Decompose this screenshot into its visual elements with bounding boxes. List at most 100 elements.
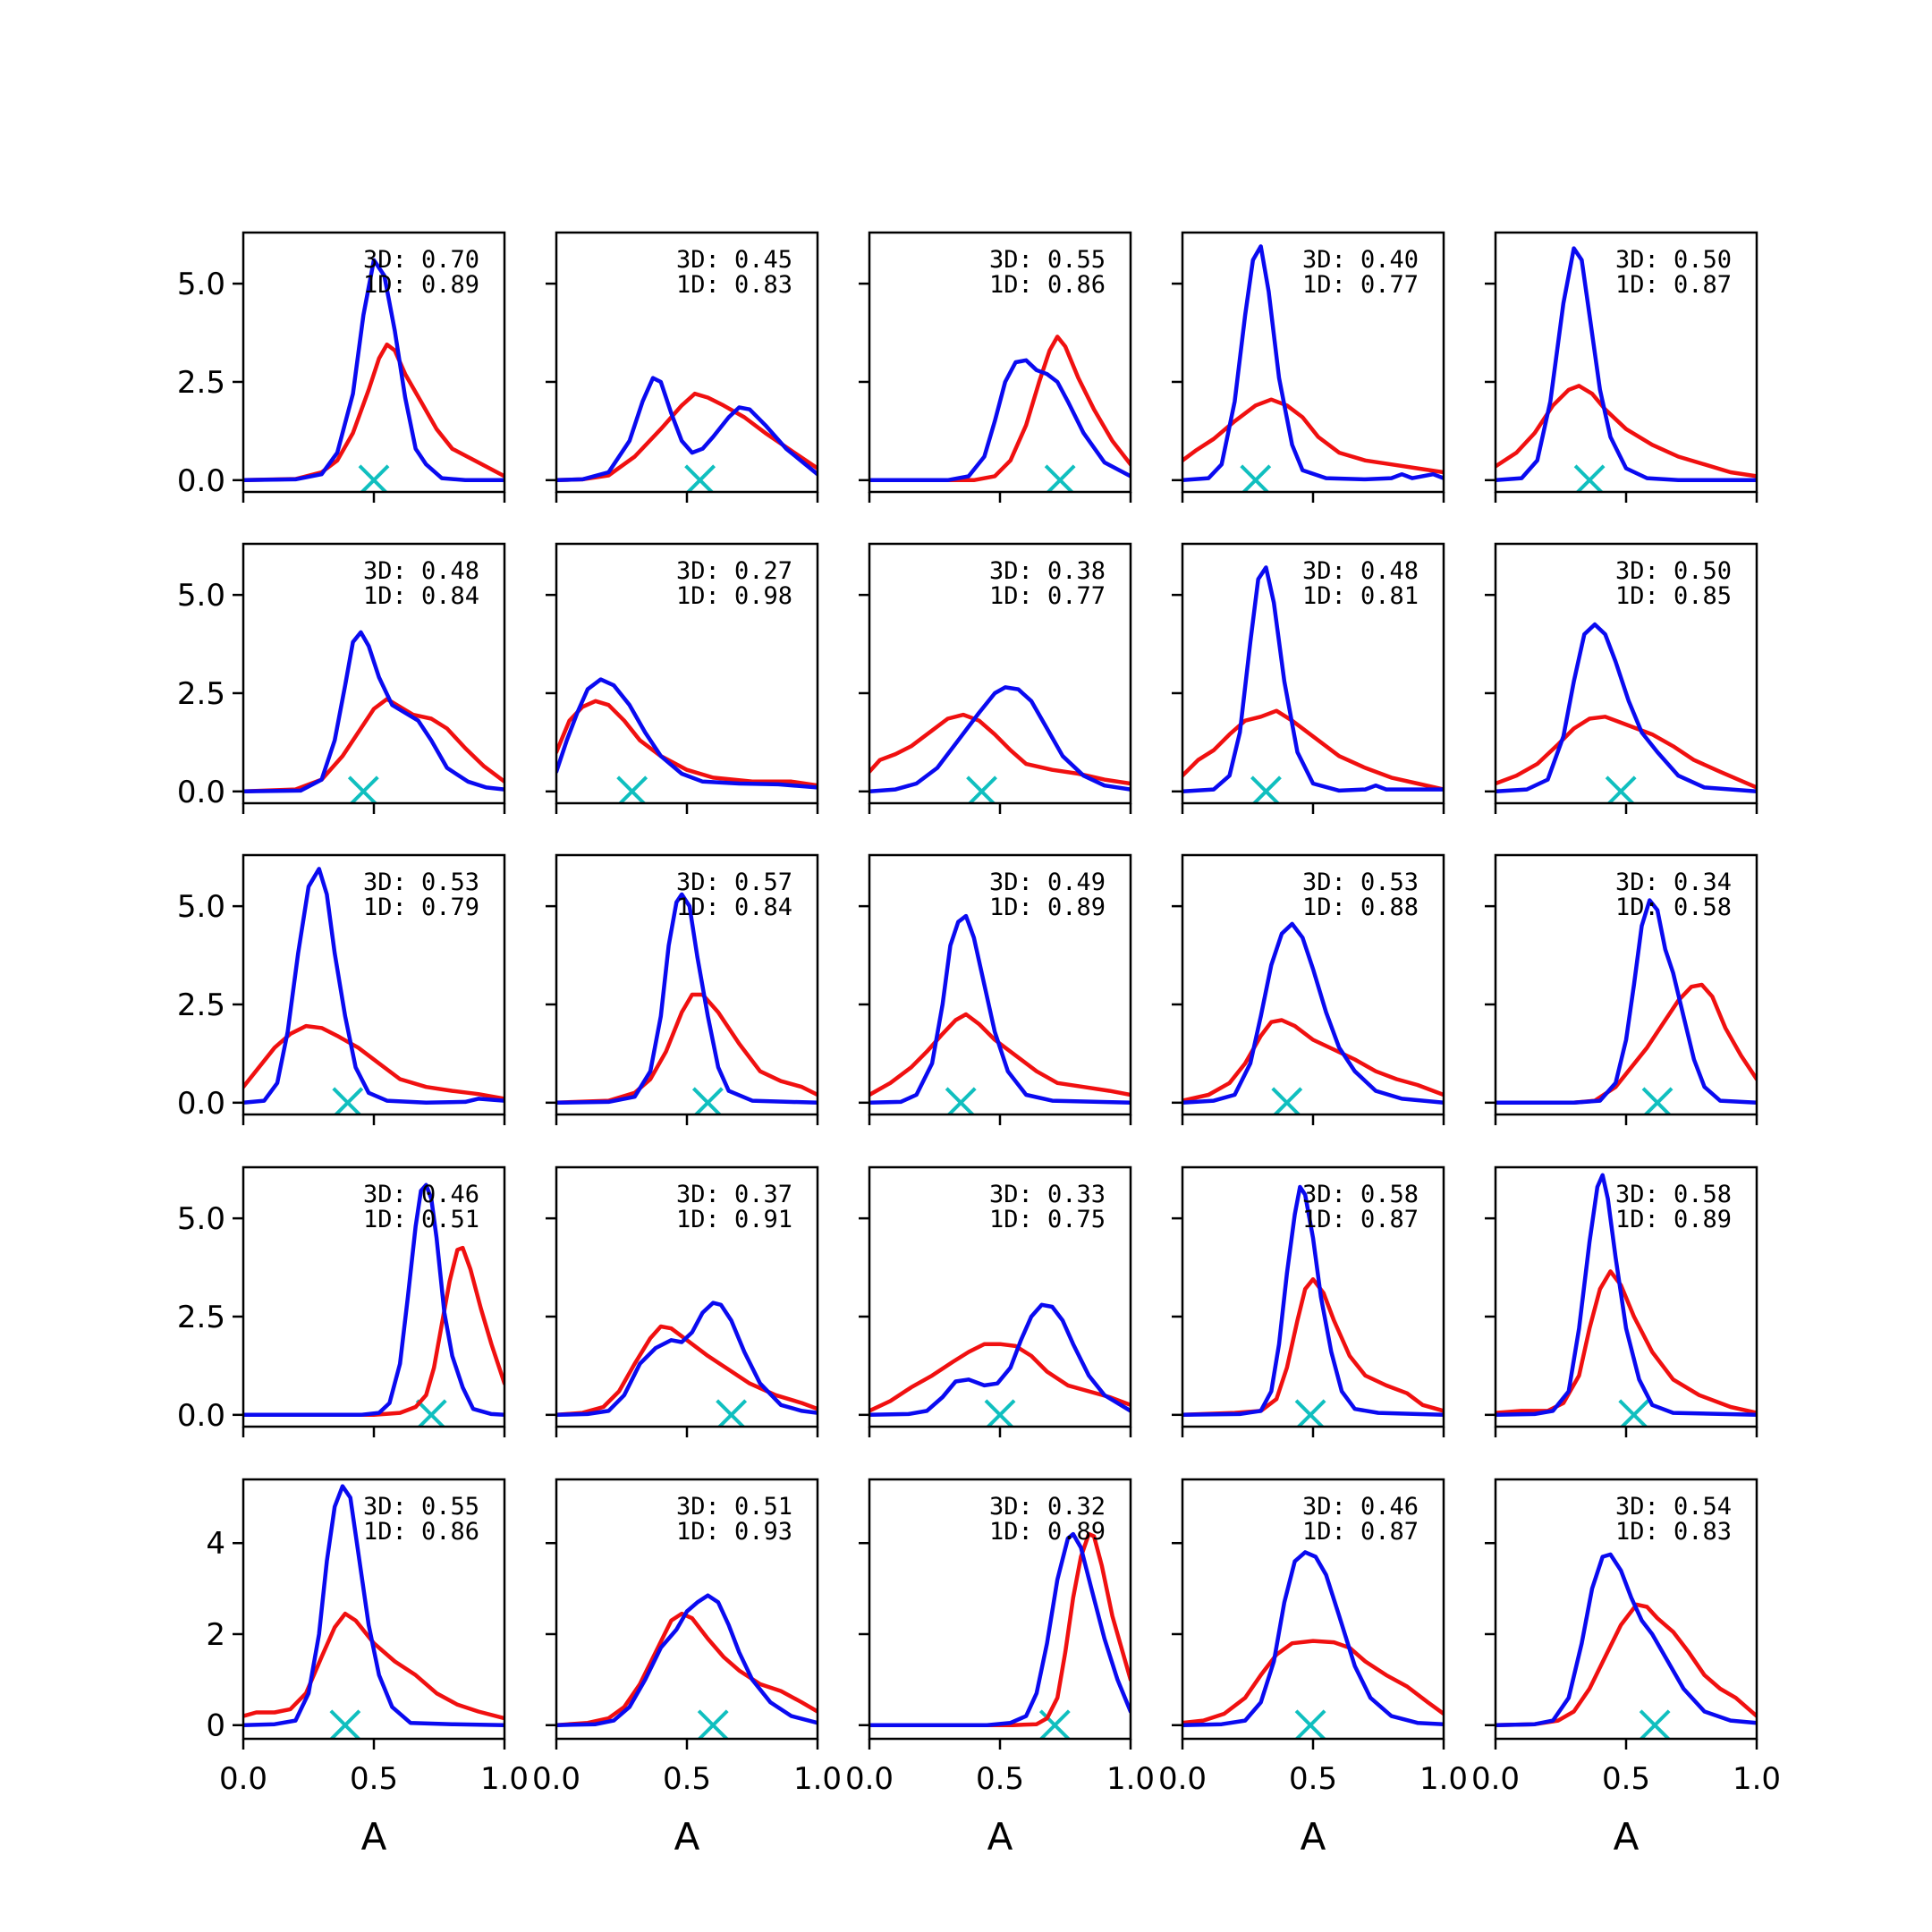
annotation-3d: 3D: 0.32 <box>989 1493 1106 1521</box>
annotation-3d: 3D: 0.48 <box>363 557 479 585</box>
annotation-1d: 1D: 0.84 <box>363 582 479 610</box>
y-tick-label: 5.0 <box>177 889 225 925</box>
annotation-3d: 3D: 0.55 <box>989 246 1106 274</box>
series-1d-line <box>1182 1276 1444 1418</box>
series-3d-line <box>869 1531 1131 1727</box>
annotation-3d: 3D: 0.45 <box>676 246 792 274</box>
annotation-3d: 3D: 0.57 <box>676 869 792 896</box>
true-value-marker <box>1605 775 1637 803</box>
plot-area <box>869 685 1131 803</box>
annotation-1d: 1D: 0.89 <box>363 271 479 299</box>
annotation-1d: 1D: 0.91 <box>676 1206 792 1233</box>
plot-area <box>243 630 504 803</box>
true-value-marker <box>347 775 379 803</box>
true-value-marker <box>716 1399 748 1427</box>
series-3d-line <box>556 1301 818 1418</box>
series-3d-line <box>869 1302 1131 1418</box>
x-tick-label: 0.0 <box>532 1761 580 1797</box>
series-3d-line <box>869 358 1131 483</box>
series-1d-line <box>243 1245 504 1418</box>
y-tick-label: 4 <box>206 1526 225 1562</box>
annotation-3d: 3D: 0.51 <box>676 1493 792 1521</box>
marker-stroke <box>1575 464 1606 492</box>
true-value-marker <box>945 1087 977 1114</box>
x-axis-label: A <box>1614 1815 1640 1859</box>
series-3d-line <box>243 867 504 1106</box>
plot-area <box>556 677 818 803</box>
plot-area <box>243 867 504 1114</box>
annotation-1d: 1D: 0.85 <box>1615 582 1732 610</box>
series-1d-line <box>1182 397 1444 475</box>
series-3d-line <box>1496 1173 1757 1418</box>
annotation-1d: 1D: 0.89 <box>989 894 1106 921</box>
true-value-marker <box>697 1709 729 1739</box>
plot-area <box>1496 622 1757 803</box>
marker-stroke <box>1251 775 1282 803</box>
marker-stroke <box>697 1709 729 1739</box>
annotation-3d: 3D: 0.37 <box>676 1181 792 1208</box>
true-value-marker <box>1639 1709 1671 1739</box>
y-tick-label: 0.0 <box>177 463 225 499</box>
marker-stroke <box>1639 1709 1671 1739</box>
annotation-1d: 1D: 0.58 <box>1615 894 1732 921</box>
annotation-1d: 1D: 0.89 <box>989 1518 1106 1546</box>
annotation-3d: 3D: 0.48 <box>1302 557 1419 585</box>
marker-stroke <box>985 1399 1016 1427</box>
x-tick-label: 0.0 <box>1158 1761 1207 1797</box>
series-3d-line <box>1496 1552 1757 1727</box>
marker-stroke <box>1272 1087 1303 1114</box>
plot-area <box>1496 1173 1757 1427</box>
series-1d-line <box>1496 982 1757 1106</box>
marker-stroke <box>1606 775 1637 803</box>
marker-stroke <box>1619 1399 1650 1427</box>
true-value-marker <box>358 464 390 492</box>
annotation-3d: 3D: 0.34 <box>1615 869 1732 896</box>
true-value-marker <box>684 464 716 492</box>
annotation-1d: 1D: 0.93 <box>676 1518 792 1546</box>
series-3d-line <box>1496 246 1757 483</box>
x-tick-label: 1.0 <box>1106 1761 1155 1797</box>
plot-area <box>1496 898 1757 1114</box>
y-tick-label: 0.0 <box>177 775 225 810</box>
annotation-3d: 3D: 0.70 <box>363 246 479 274</box>
x-tick-label: 1.0 <box>793 1761 842 1797</box>
series-1d-line <box>869 712 1131 786</box>
annotation-3d: 3D: 0.50 <box>1615 246 1732 274</box>
plot-area <box>1182 1184 1444 1427</box>
annotation-1d: 1D: 0.86 <box>363 1518 479 1546</box>
y-tick-label: 2.5 <box>177 676 225 712</box>
series-3d-line <box>243 630 504 794</box>
x-tick-label: 0.5 <box>350 1761 398 1797</box>
true-value-marker <box>1294 1399 1326 1427</box>
annotation-3d: 3D: 0.53 <box>1302 869 1419 896</box>
true-value-marker <box>1573 464 1606 492</box>
x-tick-label: 1.0 <box>1733 1761 1781 1797</box>
series-1d-line <box>556 992 818 1106</box>
true-value-marker <box>1240 464 1272 492</box>
series-1d-line <box>1182 1639 1444 1725</box>
series-3d-line <box>556 892 818 1106</box>
series-3d-line <box>556 1593 818 1727</box>
true-value-marker <box>1294 1709 1326 1739</box>
annotation-3d: 3D: 0.46 <box>1302 1493 1419 1521</box>
annotation-1d: 1D: 0.84 <box>676 894 792 921</box>
series-1d-line <box>1496 1602 1757 1727</box>
annotation-3d: 3D: 0.50 <box>1615 557 1732 585</box>
x-tick-label: 0.5 <box>1602 1761 1650 1797</box>
series-1d-line <box>869 1531 1131 1727</box>
annotation-3d: 3D: 0.58 <box>1302 1181 1419 1208</box>
marker-stroke <box>1241 464 1272 492</box>
true-value-marker <box>1038 1709 1071 1739</box>
annotation-3d: 3D: 0.54 <box>1615 1493 1732 1521</box>
annotation-1d: 1D: 0.87 <box>1302 1206 1419 1233</box>
